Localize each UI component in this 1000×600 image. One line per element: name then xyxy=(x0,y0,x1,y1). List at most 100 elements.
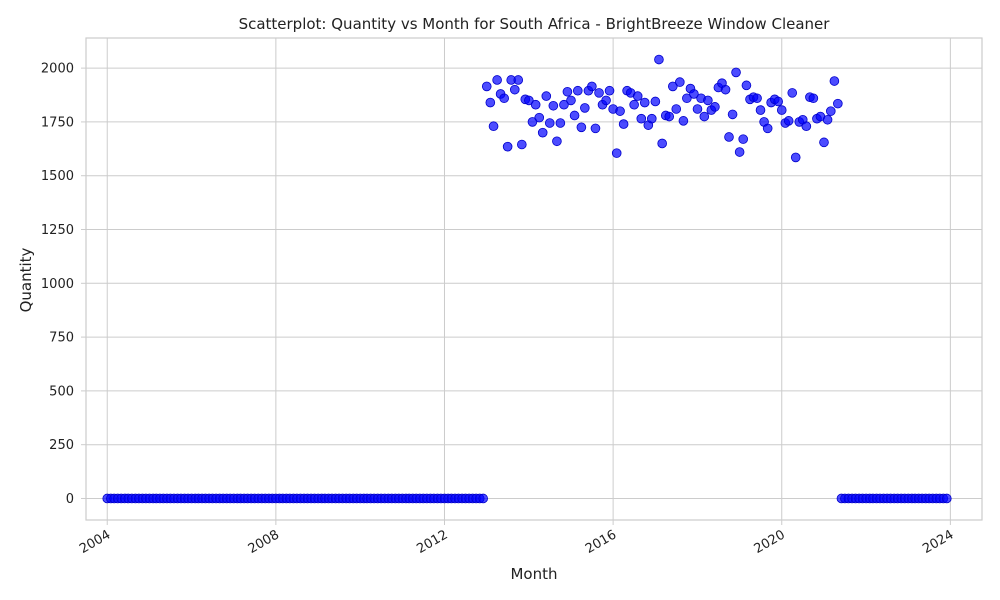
data-point xyxy=(632,91,643,101)
data-point xyxy=(559,99,569,110)
y-tick-label: 0 xyxy=(66,492,74,507)
data-point xyxy=(572,85,583,96)
data-point xyxy=(941,493,952,504)
data-point xyxy=(678,116,689,126)
data-point xyxy=(664,111,675,122)
data-point xyxy=(727,109,738,120)
data-point xyxy=(819,137,829,148)
data-point xyxy=(671,104,682,114)
data-point xyxy=(773,96,783,107)
data-point xyxy=(478,493,488,504)
data-point xyxy=(530,99,541,110)
data-point xyxy=(485,97,496,108)
y-tick-label: 1500 xyxy=(41,169,74,184)
data-point xyxy=(762,123,773,134)
data-point xyxy=(534,112,545,123)
data-point xyxy=(667,81,678,92)
data-point xyxy=(657,138,667,149)
data-point xyxy=(594,88,604,98)
data-point xyxy=(682,93,692,104)
data-point xyxy=(509,84,520,95)
data-point xyxy=(601,95,611,106)
data-point xyxy=(566,95,576,106)
data-point xyxy=(734,147,745,157)
y-tick-label: 750 xyxy=(49,331,74,346)
grid-lines xyxy=(86,38,982,520)
data-point xyxy=(604,85,615,96)
data-point xyxy=(527,117,538,127)
data-point xyxy=(724,132,734,142)
data-point xyxy=(720,84,731,95)
data-point xyxy=(629,99,639,110)
data-point xyxy=(752,93,762,104)
data-point xyxy=(731,67,741,78)
data-point xyxy=(517,139,527,150)
data-point xyxy=(787,88,798,98)
x-tick-label: 2008 xyxy=(246,527,282,557)
chart-title: Scatterplot: Quantity vs Month for South… xyxy=(239,15,831,33)
data-point xyxy=(548,100,559,111)
data-point xyxy=(562,86,573,97)
x-tick-label: 2004 xyxy=(77,527,113,557)
data-point xyxy=(755,105,766,115)
data-point xyxy=(576,122,587,133)
data-points xyxy=(102,54,952,504)
data-point xyxy=(618,119,629,129)
data-point xyxy=(825,106,836,116)
data-point xyxy=(537,127,548,138)
data-point xyxy=(741,80,752,91)
y-axis-ticks: 0 250 500 750 1000 1250 1500 1750 2000 xyxy=(41,62,86,507)
data-point xyxy=(587,81,597,92)
data-point xyxy=(822,114,833,125)
data-point xyxy=(488,121,499,132)
x-axis-ticks: 2004 2008 2012 2016 2020 2024 xyxy=(77,520,956,557)
y-axis-label: Quantity xyxy=(17,247,35,312)
data-point xyxy=(699,111,710,122)
y-tick-label: 250 xyxy=(49,438,74,453)
data-point xyxy=(710,102,720,112)
data-point xyxy=(738,134,748,144)
data-point xyxy=(481,81,492,92)
data-point xyxy=(829,76,840,86)
x-tick-label: 2016 xyxy=(583,527,619,557)
y-tick-label: 2000 xyxy=(41,62,74,77)
data-point xyxy=(552,136,562,147)
x-tick-label: 2024 xyxy=(920,527,956,557)
data-point xyxy=(615,106,625,116)
y-tick-label: 1750 xyxy=(41,115,74,130)
data-point xyxy=(801,121,812,132)
data-point xyxy=(569,110,580,121)
data-point xyxy=(808,93,819,104)
data-point xyxy=(636,113,647,124)
data-point xyxy=(590,123,601,134)
data-point xyxy=(499,93,509,104)
x-tick-label: 2020 xyxy=(752,527,788,557)
data-point xyxy=(555,118,566,128)
x-axis-label: Month xyxy=(510,565,557,583)
data-point xyxy=(646,113,657,124)
data-point xyxy=(502,141,513,152)
data-point xyxy=(513,75,524,85)
data-point xyxy=(524,95,534,106)
data-point xyxy=(541,91,552,101)
data-point xyxy=(611,148,622,158)
data-point xyxy=(650,96,661,107)
data-point xyxy=(544,118,555,128)
data-point xyxy=(689,89,699,99)
data-point xyxy=(790,152,801,163)
plot-frame xyxy=(85,37,983,521)
data-point xyxy=(776,105,787,115)
data-point xyxy=(692,104,703,114)
data-point xyxy=(580,103,590,113)
y-tick-label: 1000 xyxy=(41,277,74,292)
data-point xyxy=(492,75,502,85)
data-point xyxy=(833,98,843,109)
y-tick-label: 1250 xyxy=(41,223,74,238)
data-point xyxy=(783,116,794,126)
x-tick-label: 2012 xyxy=(414,527,450,557)
y-tick-label: 500 xyxy=(49,384,74,399)
data-point xyxy=(654,54,664,65)
data-point xyxy=(703,95,713,106)
data-point xyxy=(639,97,650,108)
